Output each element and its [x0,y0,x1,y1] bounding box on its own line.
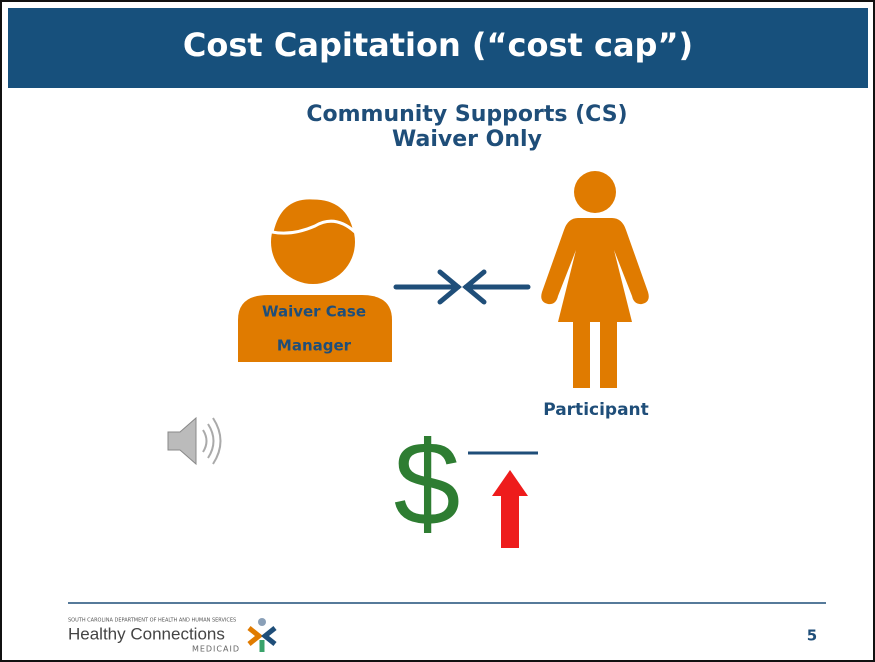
header-bar [8,8,868,88]
case-manager-icon [238,196,392,362]
case-manager-label: Waiver Case [262,303,366,321]
up-arrow [492,470,528,548]
slide-title: Cost Capitation (“cost cap”) [183,26,693,64]
participant-icon [541,171,649,388]
case-manager-label: Manager [277,337,352,355]
dollar-sign: $ [394,417,461,551]
logo-mark [247,618,277,652]
page-number: 5 [807,627,817,645]
footer-brand: Healthy Connections [68,624,225,643]
subtitle-line: Community Supports (CS) [306,102,627,127]
footer-agency: SOUTH CAROLINA DEPARTMENT OF HEALTH AND … [68,618,236,624]
subtitle-line: Waiver Only [392,127,542,152]
participant-label: Participant [543,400,649,420]
arrows [393,269,531,305]
speaker-icon [167,416,222,466]
footer-program: MEDICAID [192,645,240,654]
